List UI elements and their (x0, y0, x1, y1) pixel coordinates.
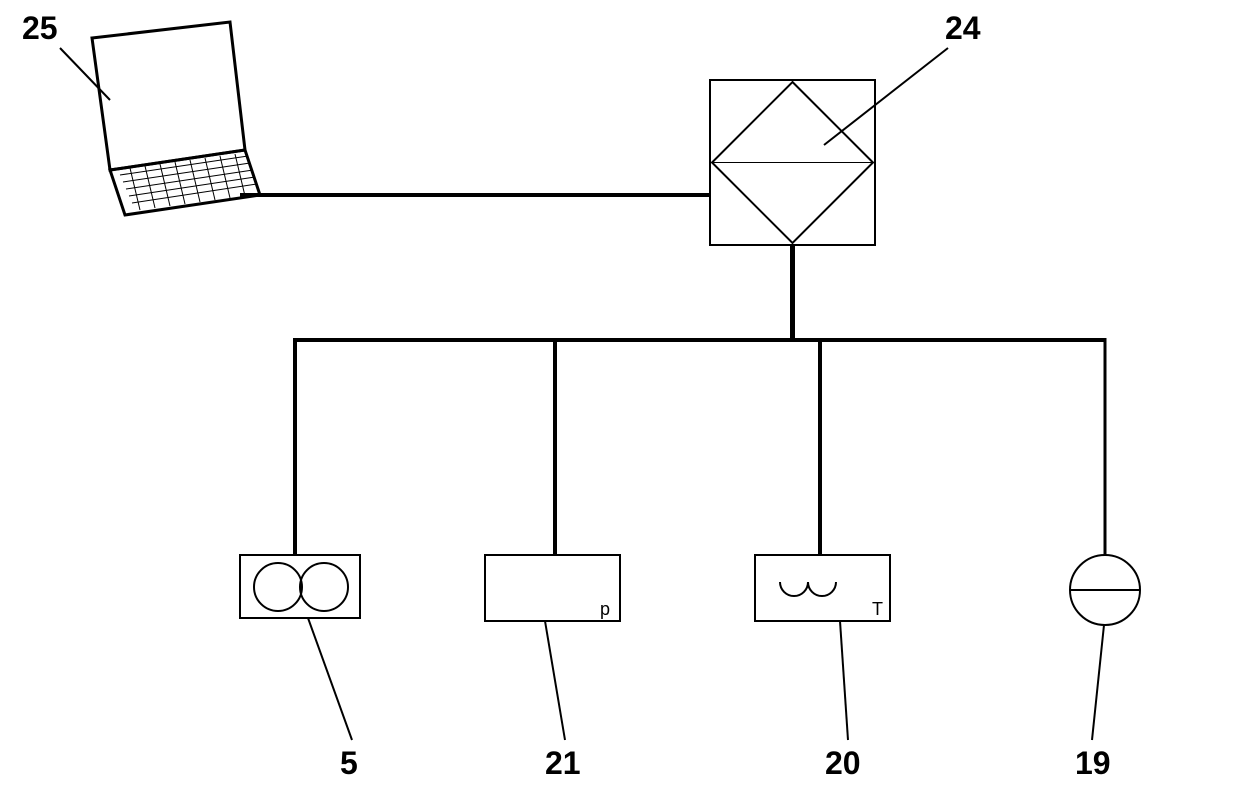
t-marker-text: T (872, 599, 883, 619)
sensor-t-icon: T (755, 555, 890, 621)
leader-sensor19 (1092, 625, 1104, 740)
p-marker-text: p (600, 599, 610, 619)
label-control-box: 24 (945, 10, 981, 47)
label-laptop: 25 (22, 10, 58, 47)
sensor-circles-icon (240, 555, 360, 618)
sensor-sphere-icon (1070, 555, 1140, 625)
label-sensor-p: 21 (545, 745, 581, 782)
leader-sensor5 (308, 618, 352, 740)
label-sensor-t: 20 (825, 745, 861, 782)
laptop-icon (92, 22, 260, 215)
control-box-icon (710, 80, 875, 245)
label-sensor-sphere: 19 (1075, 745, 1111, 782)
leader-sensor21 (545, 621, 565, 740)
label-sensor-circles: 5 (340, 745, 358, 782)
sensor-p-icon: p (485, 555, 620, 621)
leader-laptop (60, 48, 110, 100)
leader-sensor20 (840, 621, 848, 740)
leader-control (824, 48, 948, 145)
